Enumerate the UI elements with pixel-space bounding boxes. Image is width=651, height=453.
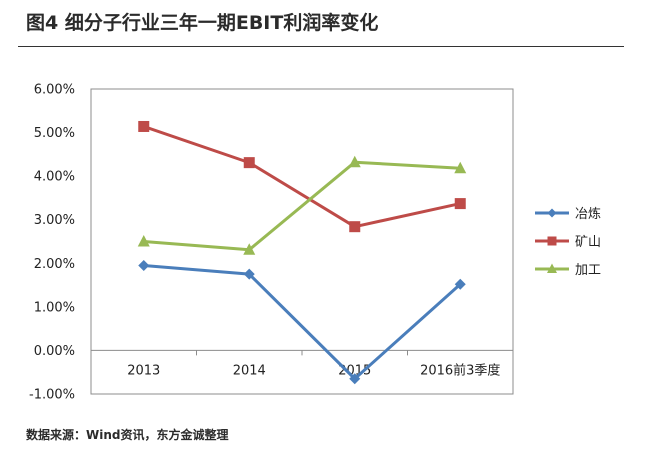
figure-title: 图4 细分子行业三年一期EBIT利润率变化 bbox=[26, 12, 379, 34]
data-point bbox=[243, 243, 256, 255]
legend-label: 矿山 bbox=[575, 235, 601, 250]
series-line bbox=[143, 160, 461, 252]
title-divider bbox=[18, 46, 624, 47]
data-point bbox=[138, 120, 150, 132]
x-tick-label: 2015 bbox=[338, 363, 371, 378]
series-triangle bbox=[137, 155, 467, 255]
x-tick-label: 2016前3季度 bbox=[420, 362, 500, 378]
data-point bbox=[454, 161, 467, 174]
series-square bbox=[138, 120, 466, 233]
y-tick-label: 1.00% bbox=[34, 300, 75, 315]
series-line bbox=[143, 263, 462, 381]
data-point bbox=[348, 155, 361, 168]
y-tick-label: 2.00% bbox=[34, 257, 75, 272]
legend-swatch-marker bbox=[547, 236, 557, 246]
x-tick-label: 2013 bbox=[127, 363, 160, 378]
legend-item: 矿山 bbox=[535, 235, 601, 250]
series-line bbox=[143, 125, 461, 229]
legend-label: 加工 bbox=[575, 263, 601, 278]
data-point bbox=[454, 278, 466, 290]
legend-item: 冶炼 bbox=[535, 207, 601, 222]
legend-label: 冶炼 bbox=[575, 207, 601, 222]
x-axis-ticks: 2013 2014 2015 2016前3季度 bbox=[90, 350, 514, 378]
source-note: 数据来源：Wind资讯，东方金诚整理 bbox=[26, 428, 229, 442]
y-tick-label: 6.00% bbox=[34, 83, 75, 98]
x-tick-label: 2014 bbox=[233, 363, 266, 378]
y-tick-label: 3.00% bbox=[34, 213, 75, 228]
data-point bbox=[349, 373, 361, 385]
y-tick-label: -1.00% bbox=[29, 388, 75, 403]
series-diamond bbox=[138, 259, 466, 385]
data-point bbox=[454, 198, 466, 210]
data-point bbox=[138, 259, 150, 271]
data-point bbox=[243, 268, 255, 280]
legend-item: 加工 bbox=[535, 263, 601, 278]
plot-area-frame bbox=[90, 88, 514, 395]
y-tick-label: 0.00% bbox=[34, 344, 75, 359]
legend-swatch-marker bbox=[547, 208, 557, 218]
data-point bbox=[349, 221, 361, 233]
y-tick-label: 5.00% bbox=[34, 126, 75, 141]
series-layer bbox=[137, 120, 467, 385]
data-point bbox=[243, 157, 255, 169]
data-point bbox=[137, 235, 150, 247]
y-axis-ticks: -1.00% 0.00% 1.00% 2.00% 3.00% 4.00% 5.00% 6.00… bbox=[29, 83, 75, 403]
y-tick-label: 4.00% bbox=[34, 170, 75, 185]
legend-swatch-marker bbox=[547, 263, 557, 273]
